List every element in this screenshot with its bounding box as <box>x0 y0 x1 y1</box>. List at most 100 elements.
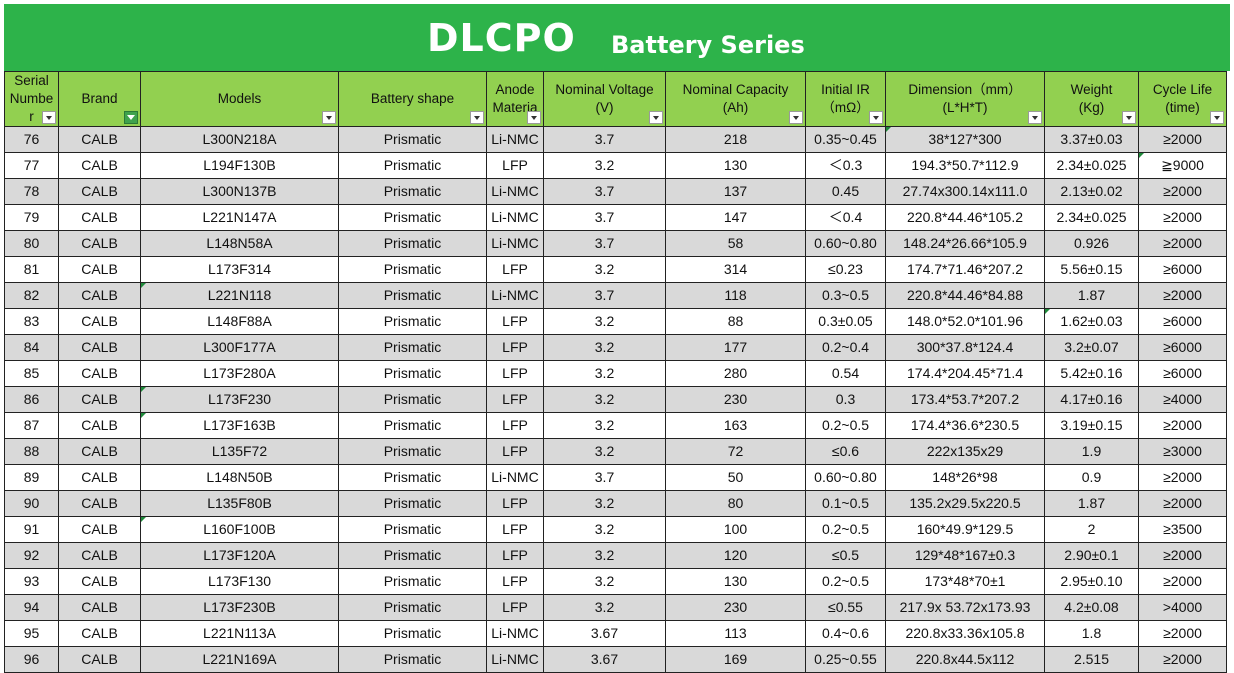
cell-serial[interactable]: 92 <box>4 542 59 569</box>
cell-dimension[interactable]: 173.4*53.7*207.2 <box>885 386 1045 413</box>
cell-voltage[interactable]: 3.7 <box>543 464 666 491</box>
cell-brand[interactable]: CALB <box>58 568 141 595</box>
cell-brand[interactable]: CALB <box>58 360 141 387</box>
cell-weight[interactable]: 3.2±0.07 <box>1044 334 1139 361</box>
chevron-down-icon[interactable] <box>1122 111 1136 124</box>
cell-model[interactable]: L173F163B <box>140 412 339 439</box>
cell-anode[interactable]: LFP <box>486 568 544 595</box>
cell-model[interactable]: L148F88A <box>140 308 339 335</box>
cell-cycle[interactable]: ≥6000 <box>1138 256 1227 283</box>
cell-capacity[interactable]: 130 <box>665 568 806 595</box>
cell-weight[interactable]: 3.19±0.15 <box>1044 412 1139 439</box>
cell-voltage[interactable]: 3.2 <box>543 412 666 439</box>
cell-shape[interactable]: Prismatic <box>338 178 487 205</box>
cell-dimension[interactable]: 174.7*71.46*207.2 <box>885 256 1045 283</box>
cell-capacity[interactable]: 80 <box>665 490 806 517</box>
cell-model[interactable]: L173F314 <box>140 256 339 283</box>
cell-capacity[interactable]: 280 <box>665 360 806 387</box>
cell-brand[interactable]: CALB <box>58 438 141 465</box>
cell-cycle[interactable]: ≥6000 <box>1138 360 1227 387</box>
cell-serial[interactable]: 94 <box>4 594 59 621</box>
cell-serial[interactable]: 90 <box>4 490 59 517</box>
cell-anode[interactable]: Li-NMC <box>486 646 544 673</box>
cell-shape[interactable]: Prismatic <box>338 152 487 179</box>
cell-brand[interactable]: CALB <box>58 204 141 231</box>
cell-anode[interactable]: LFP <box>486 256 544 283</box>
cell-voltage[interactable]: 3.2 <box>543 256 666 283</box>
cell-model[interactable]: L148N50B <box>140 464 339 491</box>
cell-voltage[interactable]: 3.67 <box>543 646 666 673</box>
cell-model[interactable]: L221N118 <box>140 282 339 309</box>
cell-ir[interactable]: 0.25~0.55 <box>805 646 886 673</box>
cell-voltage[interactable]: 3.2 <box>543 490 666 517</box>
cell-weight[interactable]: 2.95±0.10 <box>1044 568 1139 595</box>
cell-capacity[interactable]: 177 <box>665 334 806 361</box>
cell-ir[interactable]: ＜0.4 <box>805 204 886 231</box>
cell-dimension[interactable]: 194.3*50.7*112.9 <box>885 152 1045 179</box>
cell-weight[interactable]: 2.34±0.025 <box>1044 204 1139 231</box>
cell-ir[interactable]: 0.2~0.5 <box>805 516 886 543</box>
cell-weight[interactable]: 5.56±0.15 <box>1044 256 1139 283</box>
cell-brand[interactable]: CALB <box>58 516 141 543</box>
cell-cycle[interactable]: ≥2000 <box>1138 282 1227 309</box>
cell-brand[interactable]: CALB <box>58 308 141 335</box>
cell-serial[interactable]: 76 <box>4 126 59 153</box>
chevron-down-icon[interactable] <box>527 111 541 124</box>
cell-serial[interactable]: 77 <box>4 152 59 179</box>
cell-anode[interactable]: LFP <box>486 438 544 465</box>
cell-cycle[interactable]: ≥3000 <box>1138 438 1227 465</box>
cell-cycle[interactable]: ≥4000 <box>1138 386 1227 413</box>
cell-dimension[interactable]: 27.74x300.14x111.0 <box>885 178 1045 205</box>
cell-shape[interactable]: Prismatic <box>338 568 487 595</box>
cell-ir[interactable]: ≤0.6 <box>805 438 886 465</box>
cell-capacity[interactable]: 163 <box>665 412 806 439</box>
cell-brand[interactable]: CALB <box>58 152 141 179</box>
cell-model[interactable]: L135F80B <box>140 490 339 517</box>
cell-cycle[interactable]: ≥2000 <box>1138 490 1227 517</box>
cell-capacity[interactable]: 72 <box>665 438 806 465</box>
cell-shape[interactable]: Prismatic <box>338 646 487 673</box>
cell-serial[interactable]: 80 <box>4 230 59 257</box>
cell-dimension[interactable]: 174.4*36.6*230.5 <box>885 412 1045 439</box>
cell-voltage[interactable]: 3.7 <box>543 204 666 231</box>
cell-cycle[interactable]: >4000 <box>1138 594 1227 621</box>
cell-cycle[interactable]: ≥2000 <box>1138 542 1227 569</box>
cell-serial[interactable]: 89 <box>4 464 59 491</box>
cell-weight[interactable]: 1.9 <box>1044 438 1139 465</box>
cell-voltage[interactable]: 3.7 <box>543 230 666 257</box>
cell-voltage[interactable]: 3.2 <box>543 516 666 543</box>
cell-shape[interactable]: Prismatic <box>338 464 487 491</box>
cell-voltage[interactable]: 3.2 <box>543 152 666 179</box>
cell-brand[interactable]: CALB <box>58 646 141 673</box>
cell-voltage[interactable]: 3.7 <box>543 282 666 309</box>
cell-serial[interactable]: 91 <box>4 516 59 543</box>
cell-cycle[interactable]: ≥3500 <box>1138 516 1227 543</box>
cell-shape[interactable]: Prismatic <box>338 308 487 335</box>
cell-anode[interactable]: LFP <box>486 308 544 335</box>
cell-voltage[interactable]: 3.2 <box>543 594 666 621</box>
cell-dimension[interactable]: 135.2x29.5x220.5 <box>885 490 1045 517</box>
cell-dimension[interactable]: 38*127*300 <box>885 126 1045 153</box>
cell-serial[interactable]: 85 <box>4 360 59 387</box>
cell-weight[interactable]: 3.37±0.03 <box>1044 126 1139 153</box>
cell-serial[interactable]: 87 <box>4 412 59 439</box>
chevron-down-icon[interactable] <box>869 111 883 124</box>
cell-model[interactable]: L300N218A <box>140 126 339 153</box>
filter-icon[interactable] <box>124 111 138 124</box>
cell-ir[interactable]: 0.1~0.5 <box>805 490 886 517</box>
cell-serial[interactable]: 95 <box>4 620 59 647</box>
cell-voltage[interactable]: 3.2 <box>543 360 666 387</box>
cell-model[interactable]: L221N147A <box>140 204 339 231</box>
cell-serial[interactable]: 79 <box>4 204 59 231</box>
cell-shape[interactable]: Prismatic <box>338 412 487 439</box>
cell-brand[interactable]: CALB <box>58 256 141 283</box>
cell-brand[interactable]: CALB <box>58 594 141 621</box>
cell-anode[interactable]: LFP <box>486 334 544 361</box>
cell-voltage[interactable]: 3.2 <box>543 568 666 595</box>
cell-model[interactable]: L300F177A <box>140 334 339 361</box>
cell-serial[interactable]: 93 <box>4 568 59 595</box>
cell-anode[interactable]: LFP <box>486 516 544 543</box>
cell-capacity[interactable]: 230 <box>665 594 806 621</box>
cell-model[interactable]: L135F72 <box>140 438 339 465</box>
cell-weight[interactable]: 1.87 <box>1044 490 1139 517</box>
